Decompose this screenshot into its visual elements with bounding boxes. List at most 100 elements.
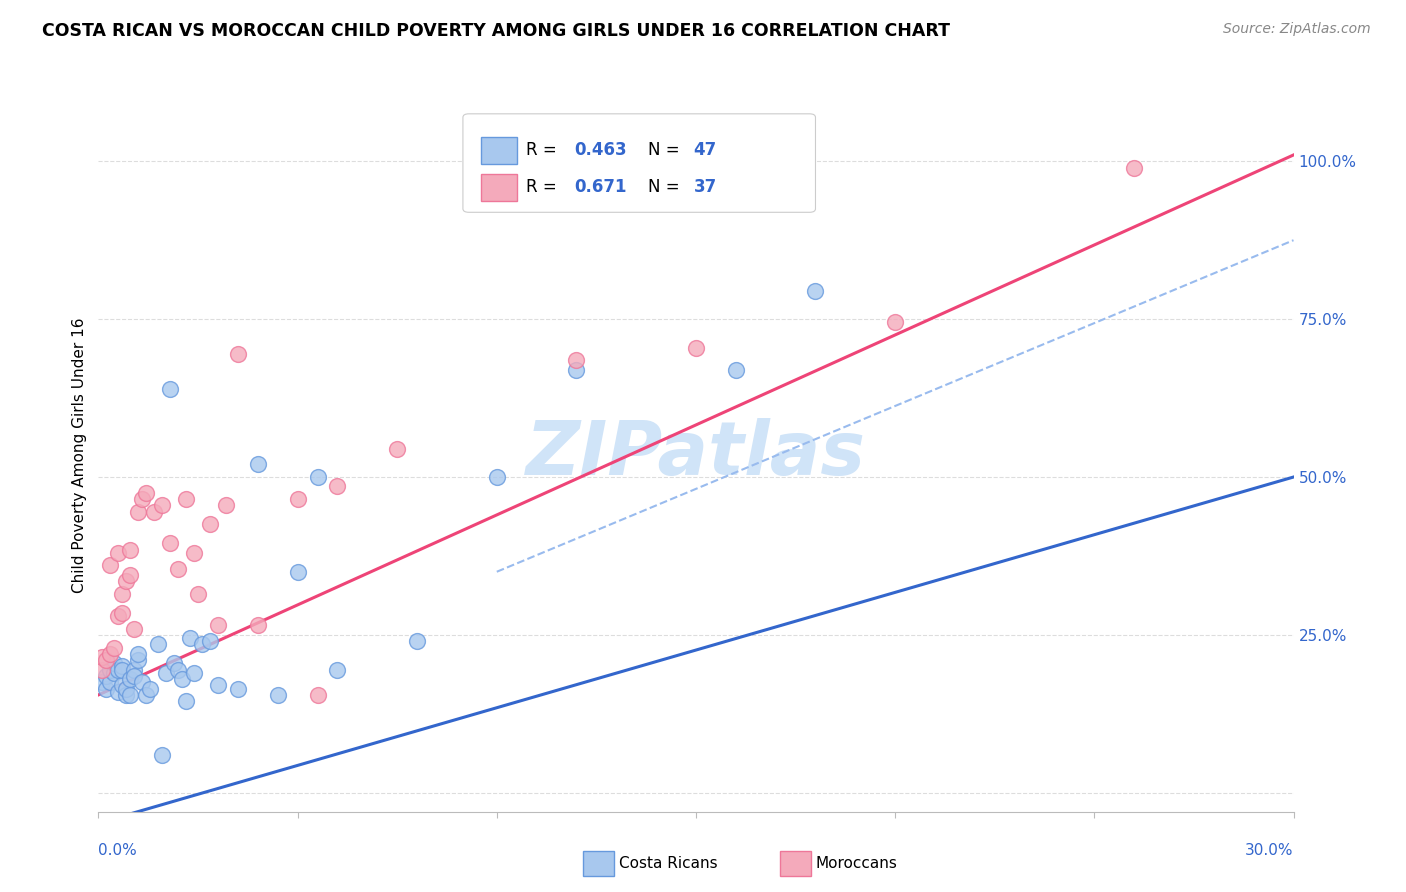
Text: R =: R = (526, 178, 562, 196)
Text: Source: ZipAtlas.com: Source: ZipAtlas.com (1223, 22, 1371, 37)
Point (804, 284, 827, 298)
Point (565, 353, 588, 368)
Point (226, 347, 249, 361)
Text: COSTA RICAN VS MOROCCAN CHILD POVERTY AMONG GIRLS UNDER 16 CORRELATION CHART: COSTA RICAN VS MOROCCAN CHILD POVERTY AM… (42, 22, 950, 40)
Point (111, 659, 134, 673)
Text: 47: 47 (693, 141, 717, 159)
Text: N =: N = (648, 178, 685, 196)
Point (246, 618, 269, 632)
Point (191, 637, 214, 651)
Point (91, 675, 114, 690)
Point (187, 587, 209, 601)
Point (91, 663, 114, 677)
Point (685, 341, 707, 355)
Point (111, 678, 134, 692)
Y-axis label: Child Poverty Among Girls Under 16: Child Poverty Among Girls Under 16 (72, 318, 87, 592)
Point (385, 442, 409, 456)
Point (124, 663, 146, 677)
Point (198, 634, 221, 648)
Point (724, 362, 747, 376)
Point (267, 688, 290, 702)
Point (207, 618, 229, 632)
Point (163, 657, 186, 671)
Point (155, 665, 177, 680)
Point (326, 663, 349, 677)
Point (174, 694, 197, 708)
Point (107, 663, 129, 677)
Point (884, 315, 907, 329)
Point (207, 678, 229, 692)
Text: ZIPatlas: ZIPatlas (526, 418, 866, 491)
Point (485, 470, 508, 484)
Point (124, 622, 146, 636)
Text: 30.0%: 30.0% (1246, 843, 1294, 858)
Point (127, 505, 149, 519)
Point (115, 681, 138, 696)
Point (287, 492, 309, 507)
Point (120, 542, 142, 557)
Point (172, 672, 194, 686)
Point (124, 669, 146, 683)
Point (150, 499, 173, 513)
Point (100, 558, 122, 573)
Text: Costa Ricans: Costa Ricans (619, 856, 717, 871)
Point (135, 688, 157, 702)
Point (111, 587, 134, 601)
Point (143, 505, 166, 519)
Point (183, 546, 205, 560)
Text: 37: 37 (693, 178, 717, 196)
Point (107, 684, 129, 698)
Text: Moroccans: Moroccans (815, 856, 897, 871)
Point (1123, 161, 1146, 175)
Point (103, 640, 125, 655)
Point (115, 574, 138, 589)
Point (183, 665, 205, 680)
Point (111, 663, 134, 677)
Point (91, 650, 114, 665)
Point (307, 688, 329, 702)
Point (159, 382, 181, 396)
Point (307, 470, 329, 484)
Point (246, 458, 269, 472)
Bar (481, 174, 517, 201)
Point (167, 561, 190, 575)
Point (139, 681, 162, 696)
Text: N =: N = (648, 141, 685, 159)
Point (100, 675, 122, 690)
Point (131, 675, 153, 690)
Point (103, 657, 125, 671)
Point (406, 634, 429, 648)
Bar (481, 136, 517, 164)
Point (148, 637, 170, 651)
Point (120, 672, 142, 686)
Point (174, 492, 197, 507)
Point (326, 479, 349, 493)
FancyBboxPatch shape (463, 114, 815, 212)
Point (96, 681, 118, 696)
Point (100, 647, 122, 661)
Point (127, 647, 149, 661)
Text: R =: R = (526, 141, 562, 159)
Text: 0.671: 0.671 (574, 178, 627, 196)
Point (120, 688, 142, 702)
Point (179, 631, 201, 645)
Point (120, 568, 142, 582)
Point (150, 747, 173, 762)
Point (127, 653, 149, 667)
Point (131, 492, 153, 507)
Point (96, 653, 118, 667)
Point (115, 688, 138, 702)
Text: 0.0%: 0.0% (98, 843, 138, 858)
Text: 0.463: 0.463 (574, 141, 627, 159)
Point (96, 669, 118, 683)
Point (135, 485, 157, 500)
Point (287, 565, 309, 579)
Point (159, 536, 181, 550)
Point (107, 609, 129, 624)
Point (198, 517, 221, 532)
Point (167, 663, 190, 677)
Point (215, 499, 238, 513)
Point (100, 663, 122, 677)
Point (103, 665, 125, 680)
Point (111, 606, 134, 620)
